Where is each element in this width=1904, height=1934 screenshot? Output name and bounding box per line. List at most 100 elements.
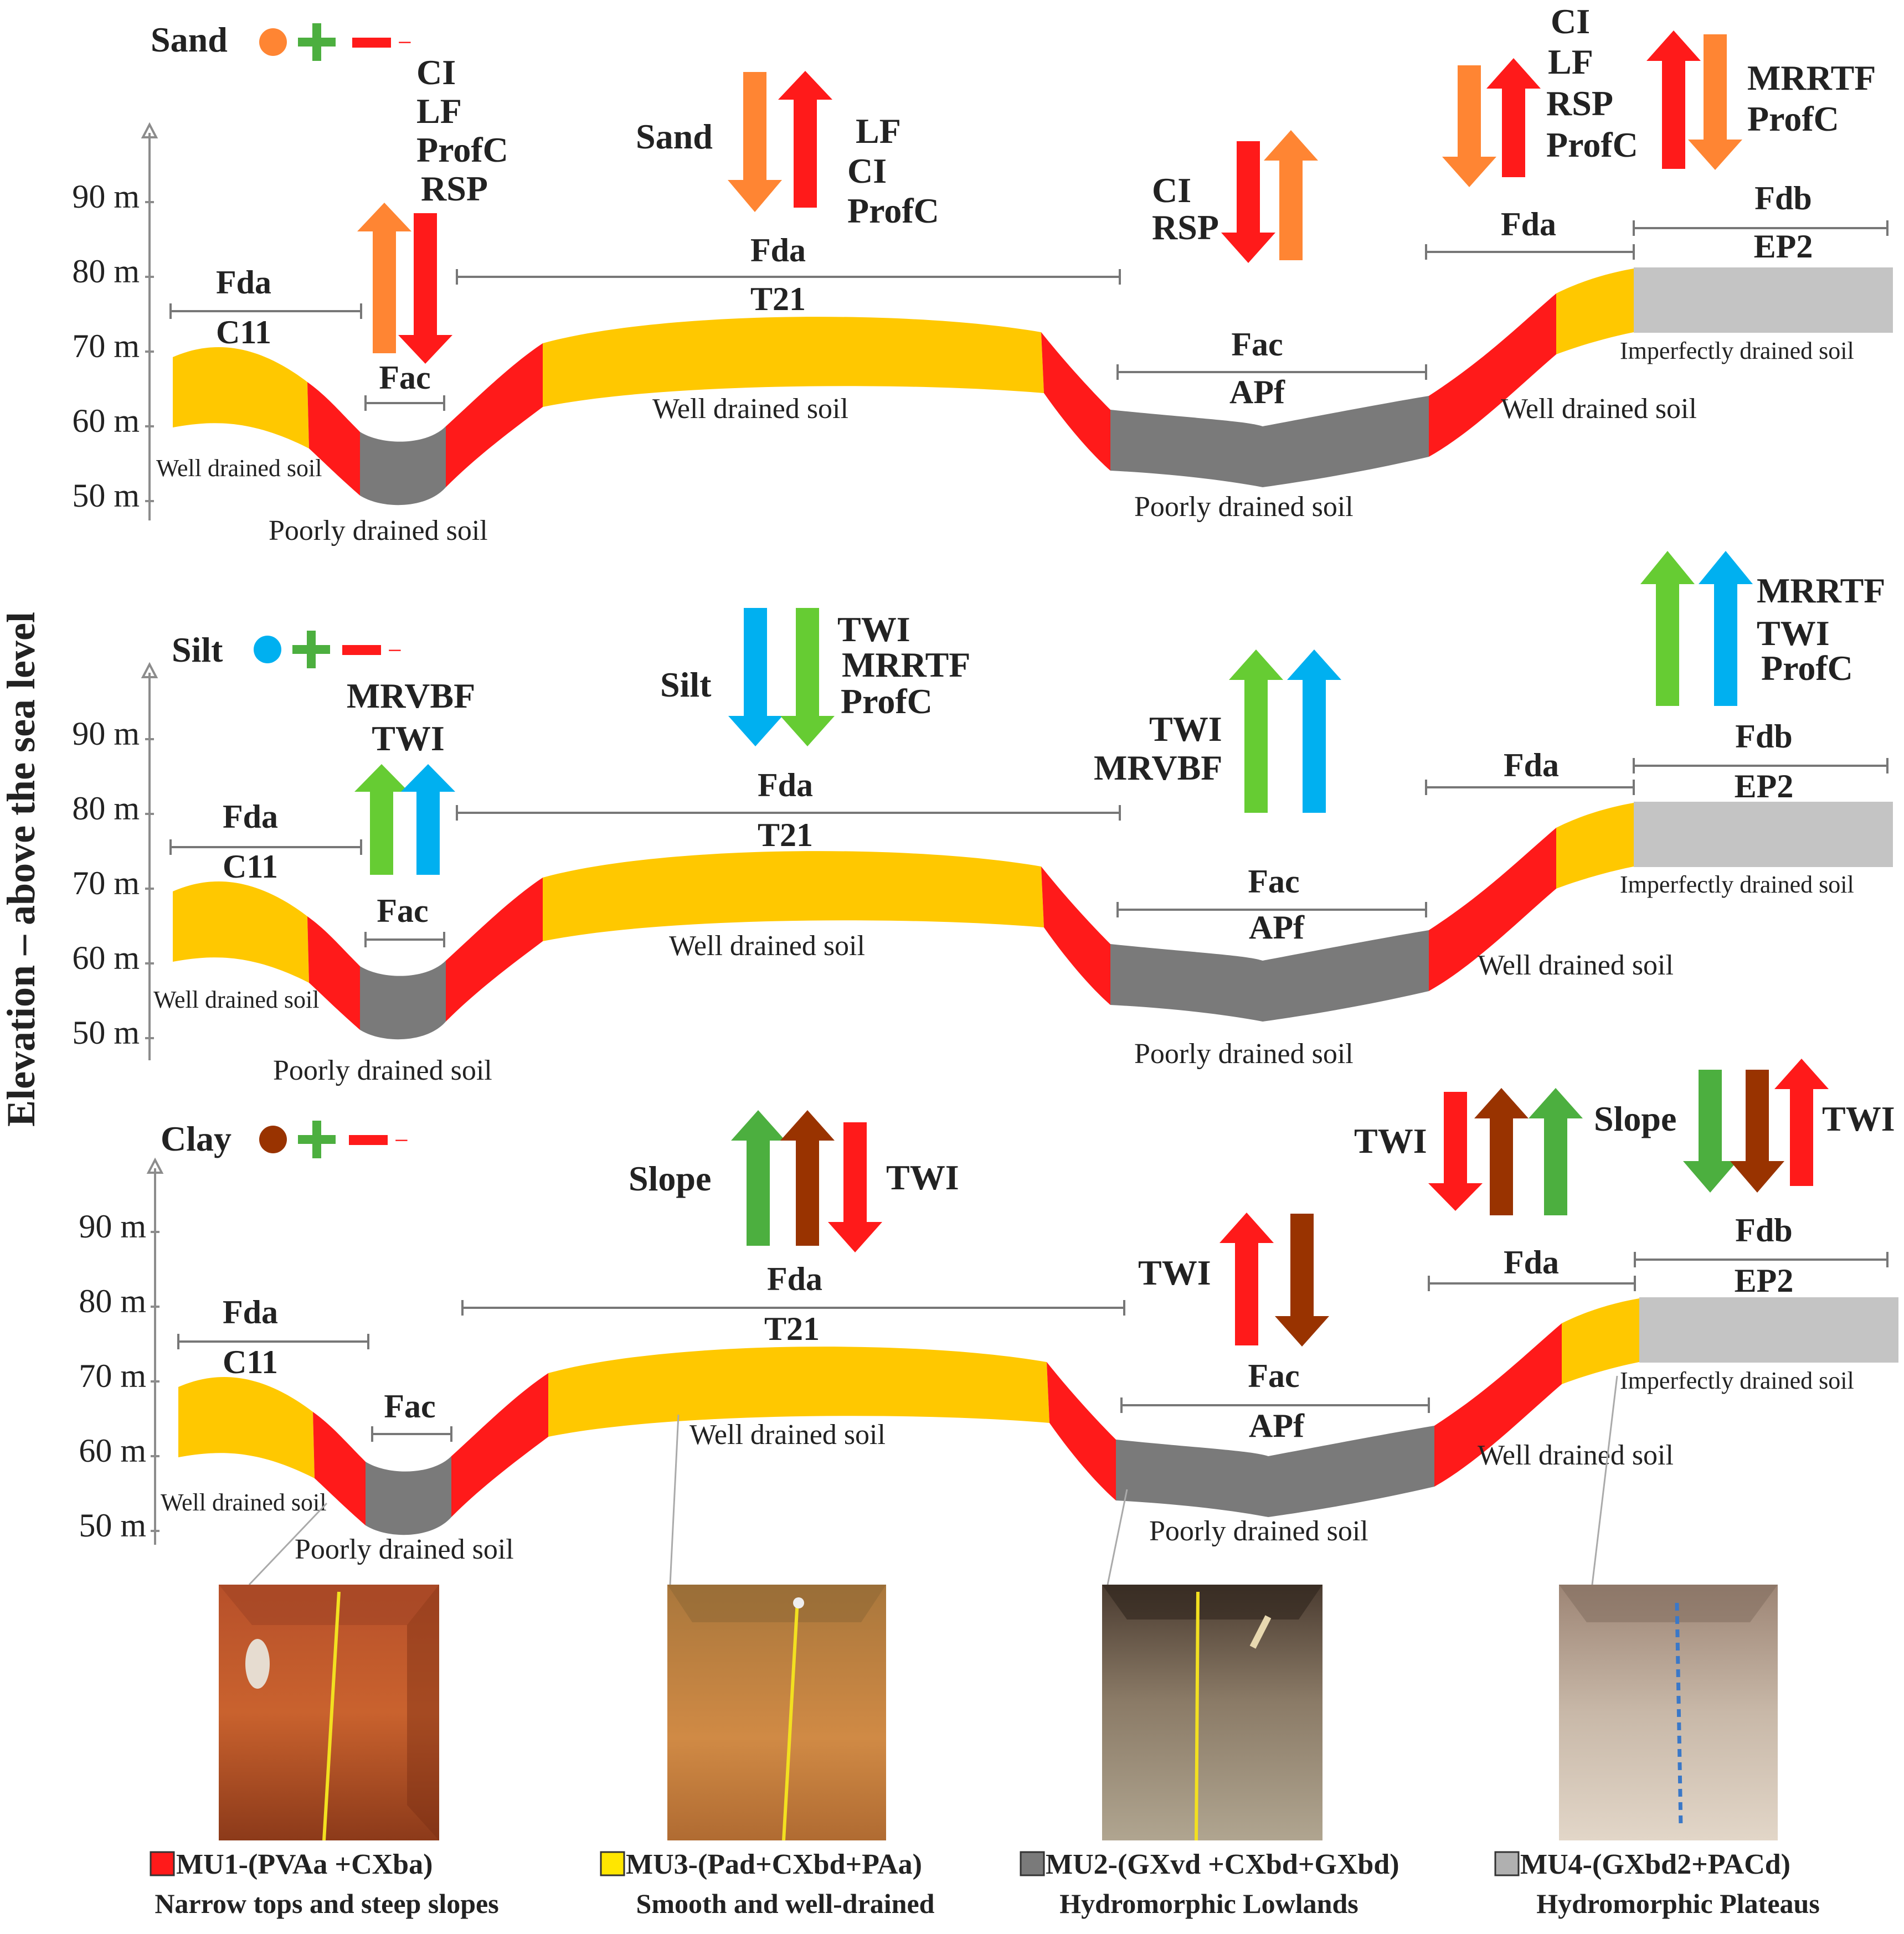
unit-fdb-sand: Fdb <box>1754 180 1812 216</box>
drainage-ep2-clay: Imperfectly drained soil <box>1620 1367 1854 1394</box>
legend-code-mu1: MU1-(PVAa +CXba) <box>176 1849 433 1880</box>
tick-90-sand: 90 m <box>72 178 140 215</box>
unit-t21-silt: T21 <box>758 817 813 853</box>
unit-fda-t21-silt: Fda <box>758 767 813 803</box>
photo-mu4 <box>1559 1585 1778 1840</box>
arrow-up-green-icon <box>354 764 409 875</box>
unit-fda-c11-sand: Fda <box>216 264 271 301</box>
drainage-apf-silt: Poorly drained soil <box>1134 1038 1354 1070</box>
cov-fda-silt-2: MRRTF <box>842 645 970 684</box>
panel-sand: 90 m 80 m 70 m 60 m 50 m Sand − Fda C11 … <box>72 2 1893 546</box>
unit-c11-silt: C11 <box>223 848 278 885</box>
cov-fac-sand-3: ProfC <box>416 130 508 169</box>
cov-slope-sand-4: ProfC <box>1546 125 1638 164</box>
cov-slope-left-clay: TWI <box>1354 1121 1427 1161</box>
brackets-clay <box>177 1252 1888 1442</box>
arrow-up-green-icon <box>1229 649 1283 813</box>
unit-fda-slope-clay: Fda <box>1504 1244 1559 1281</box>
drainage-t21-silt: Well drained soil <box>669 930 865 962</box>
cov-plateau-silt-2: TWI <box>1757 613 1830 653</box>
drainage-slope-silt: Well drained soil <box>1478 950 1674 981</box>
cov-fac-sand-2: LF <box>416 91 462 131</box>
tick-80-silt: 80 m <box>72 790 140 827</box>
arrow-up-brown-icon <box>1474 1088 1529 1215</box>
cov-slope-sand-1: CI <box>1551 2 1590 41</box>
arrow-up-red-icon <box>778 71 832 208</box>
cov-fda-sand-3: ProfC <box>847 191 939 230</box>
drainage-apf-clay: Poorly drained soil <box>1149 1515 1368 1547</box>
minus-sign-text: − <box>388 636 402 664</box>
swatch-mu1 <box>150 1851 175 1876</box>
drainage-slope-sand: Well drained soil <box>1501 393 1697 425</box>
axis-ticks-silt <box>145 738 154 1039</box>
unit-fac-apf-clay: Fac <box>1248 1358 1299 1394</box>
drainage-fac-sand: Poorly drained soil <box>269 515 488 546</box>
tick-60-sand: 60 m <box>72 403 140 439</box>
arrow-down-red-icon <box>828 1122 882 1252</box>
unit-fac-left-silt: Fac <box>377 893 428 929</box>
cov-fda-sand-1: LF <box>856 111 901 151</box>
arrow-down-brown-icon <box>1730 1070 1784 1193</box>
unit-fac-apf-silt: Fac <box>1248 863 1299 900</box>
arrow-up-red-icon <box>1486 58 1541 177</box>
arrow-up-orange-icon <box>357 203 411 353</box>
brackets-silt <box>169 758 1888 947</box>
cov-apf-clay: TWI <box>1138 1253 1211 1292</box>
legend-label-clay: Clay <box>161 1119 231 1158</box>
unit-fda-c11-silt: Fda <box>223 798 278 835</box>
legend-label-sand: Sand <box>151 20 228 59</box>
unit-t21-sand: T21 <box>750 281 806 317</box>
cov-apf-silt-1: TWI <box>1149 709 1222 749</box>
unit-fda-t21-sand: Fda <box>750 232 806 269</box>
cov-fda-label-silt: Silt <box>660 665 712 704</box>
unit-t21-clay: T21 <box>764 1311 820 1347</box>
unit-apf-silt: APf <box>1249 909 1305 946</box>
unit-fda-t21-clay: Fda <box>767 1261 822 1297</box>
unit-fda-slope-sand: Fda <box>1501 206 1556 243</box>
unit-fda-c11-clay: Fda <box>223 1294 278 1330</box>
arrow-up-green-icon <box>1529 1088 1583 1215</box>
cov-slope-sand-3: RSP <box>1546 84 1613 123</box>
arrow-up-orange-icon <box>1264 130 1318 260</box>
tick-90-silt: 90 m <box>72 715 140 752</box>
legend-desc-mu3: Smooth and well-drained <box>636 1888 935 1919</box>
drainage-fac-silt: Poorly drained soil <box>273 1055 492 1086</box>
clay-dot-icon <box>259 1126 287 1153</box>
unit-ep2-sand: EP2 <box>1754 228 1813 265</box>
unit-c11-sand: C11 <box>216 314 271 350</box>
drainage-fac-clay: Poorly drained soil <box>295 1534 514 1565</box>
drainage-apf-sand: Poorly drained soil <box>1134 491 1354 523</box>
drainage-slope-clay: Well drained soil <box>1478 1440 1674 1471</box>
unit-fdb-clay: Fdb <box>1735 1212 1792 1249</box>
cov-fda-silt-3: ProfC <box>841 682 933 721</box>
tick-70-clay: 70 m <box>79 1358 146 1394</box>
unit-fac-apf-sand: Fac <box>1231 326 1283 363</box>
unit-c11-clay: C11 <box>223 1344 278 1380</box>
cov-fac-silt-1: MRVBF <box>347 676 475 715</box>
unit-fac-left-sand: Fac <box>379 359 430 396</box>
cov-apf-silt-2: MRVBF <box>1094 748 1222 787</box>
tick-50-sand: 50 m <box>72 477 140 514</box>
tick-50-clay: 50 m <box>79 1507 146 1544</box>
cov-fac-silt-2: TWI <box>372 719 445 758</box>
photo-mu2 <box>1102 1585 1322 1841</box>
drainage-ep2-silt: Imperfectly drained soil <box>1620 871 1854 898</box>
cov-plateau-right-clay: TWI <box>1822 1099 1895 1138</box>
unit-fda-slope-silt: Fda <box>1504 747 1559 783</box>
unit-apf-sand: APf <box>1229 374 1285 410</box>
minus-icon <box>352 38 391 48</box>
photo-leader-lines <box>248 1375 1618 1586</box>
unit-ep2-silt: EP2 <box>1735 768 1794 804</box>
drainage-c11-clay: Well drained soil <box>161 1489 327 1516</box>
tick-80-sand: 80 m <box>72 253 140 290</box>
plus-icon <box>292 631 330 668</box>
unit-fdb-silt: Fdb <box>1735 718 1792 755</box>
arrow-up-red-icon <box>1646 30 1701 169</box>
cov-fac-sand-1: CI <box>416 53 456 92</box>
tick-50-silt: 50 m <box>72 1014 140 1051</box>
arrow-up-green-icon <box>731 1110 785 1246</box>
tick-70-silt: 70 m <box>72 865 140 901</box>
cov-fda-silt-1: TWI <box>837 610 910 649</box>
swatch-mu3 <box>600 1851 625 1876</box>
